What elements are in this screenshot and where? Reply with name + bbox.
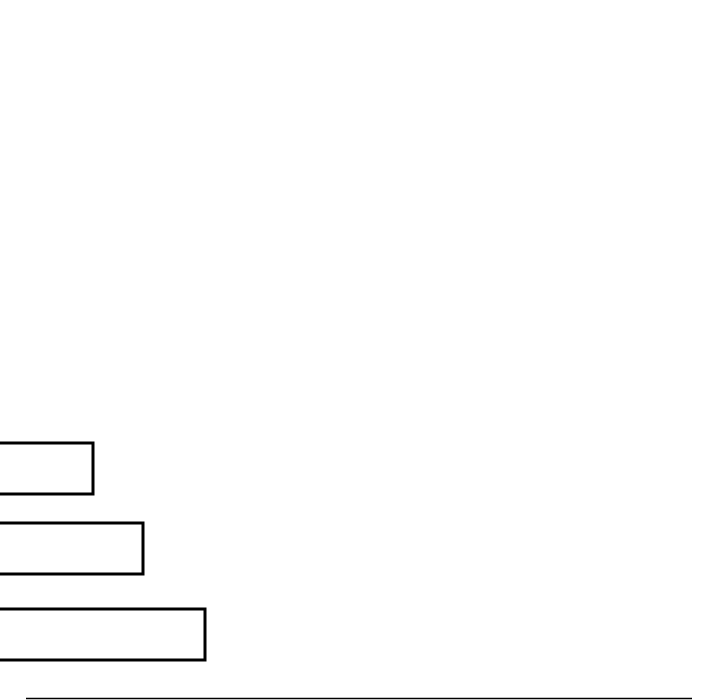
box-medium bbox=[0, 521, 145, 576]
box-large bbox=[0, 607, 207, 662]
box-small bbox=[0, 441, 95, 496]
